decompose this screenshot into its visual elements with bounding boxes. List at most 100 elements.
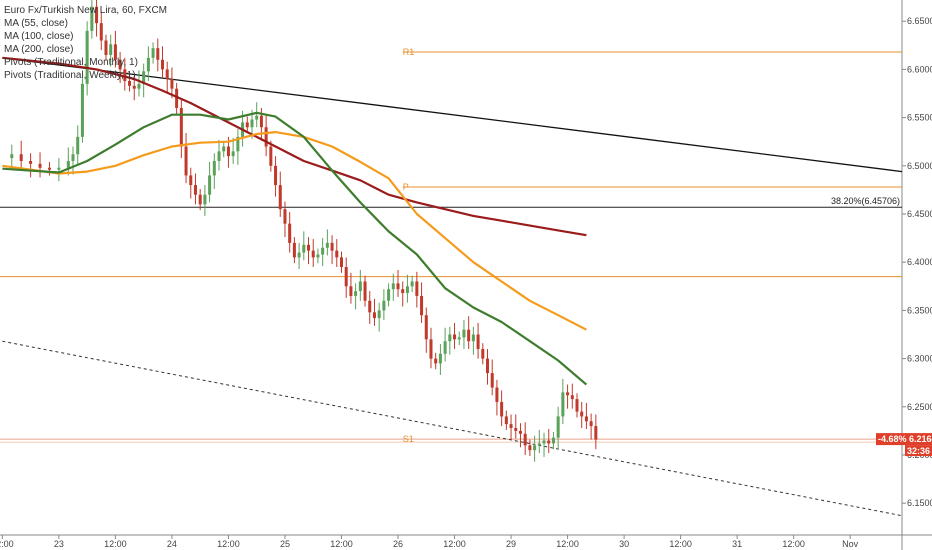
candle-body xyxy=(453,334,457,340)
candle-body xyxy=(231,151,235,157)
candle-body xyxy=(297,252,301,258)
candle-body xyxy=(269,146,273,166)
candle-body xyxy=(104,40,108,55)
candle-body xyxy=(128,80,132,86)
candle-body xyxy=(542,440,546,444)
upper-trendline xyxy=(2,57,903,173)
candle-body xyxy=(462,329,466,338)
candle-body xyxy=(339,257,343,268)
y-tick-label: 6.60000 xyxy=(907,64,932,74)
x-tick-label: 24 xyxy=(167,539,177,549)
candle-body xyxy=(537,443,541,446)
candle-body xyxy=(203,194,207,205)
x-tick-label: 25 xyxy=(280,539,290,549)
fib-level-label: 38.20%(6.45706) xyxy=(831,196,900,206)
candle-body xyxy=(90,6,94,31)
candle-body xyxy=(594,426,598,440)
candle-body xyxy=(80,83,84,137)
candle-body xyxy=(307,244,311,251)
candle-body xyxy=(424,315,428,340)
x-tick-label: 12:00 xyxy=(669,539,692,549)
candle-body xyxy=(250,119,254,128)
candle-body xyxy=(429,339,433,359)
candle-body xyxy=(363,281,367,301)
candle-body xyxy=(518,430,522,434)
candle-body xyxy=(476,334,480,349)
x-tick-label: 31 xyxy=(732,539,742,549)
candle-body xyxy=(589,421,593,427)
candle-body xyxy=(509,424,513,428)
candle-body xyxy=(170,79,174,89)
pivot-label: P xyxy=(403,182,409,192)
candle-body xyxy=(76,136,80,155)
x-tick-label: 26 xyxy=(393,539,403,549)
ma100-line xyxy=(2,131,587,331)
legend-ma55: MA (55, close) xyxy=(4,18,68,29)
candle-body xyxy=(99,23,103,41)
y-tick-label: 6.45000 xyxy=(907,209,932,219)
candle-body xyxy=(528,445,532,451)
y-tick-label: 6.65000 xyxy=(907,16,932,26)
candle-body xyxy=(132,85,136,89)
ma55-line xyxy=(2,111,588,386)
candle-body xyxy=(302,244,306,253)
y-tick-label: 6.40000 xyxy=(907,257,932,267)
countdown-label: 32:36 xyxy=(907,446,930,456)
candle-body xyxy=(584,416,588,422)
candle-body xyxy=(335,250,339,258)
x-tick-label: 12:00 xyxy=(556,539,579,549)
y-tick-label: 6.30000 xyxy=(907,354,932,364)
candle-body xyxy=(500,401,504,417)
candle-body xyxy=(193,185,197,195)
chart-legend: Euro Fx/Turkish New Lira, 60, FXCM MA (5… xyxy=(4,4,167,82)
candle-body xyxy=(236,136,240,152)
y-tick-label: 6.15000 xyxy=(907,498,932,508)
candle-body xyxy=(349,286,353,296)
candle-body xyxy=(212,160,216,176)
legend-title: Euro Fx/Turkish New Lira, 60, FXCM xyxy=(4,5,168,16)
candle-body xyxy=(471,334,475,342)
lower-dashed-trendline xyxy=(2,340,903,517)
candle-body xyxy=(561,392,565,417)
candle-body xyxy=(165,69,169,80)
candle-body xyxy=(85,30,89,84)
candle-body xyxy=(533,445,537,451)
candle-body xyxy=(226,146,230,157)
candle-body xyxy=(551,437,555,444)
candle-body xyxy=(358,281,362,292)
candle-body xyxy=(448,334,452,342)
candle-body xyxy=(405,286,409,294)
candle-body xyxy=(198,194,202,205)
candle-body xyxy=(556,416,560,438)
candle-body xyxy=(467,329,471,342)
candle-body xyxy=(151,48,155,58)
candle-body xyxy=(434,358,438,364)
ma200-line xyxy=(2,56,587,237)
legend-pivots-weekly: Pivots (Traditional, Weekly, 1) xyxy=(4,70,136,81)
candle-body xyxy=(245,122,249,128)
candle-body xyxy=(311,250,315,258)
candle-body xyxy=(481,348,485,359)
candle-body xyxy=(222,146,226,152)
candle-body xyxy=(495,387,499,402)
candle-body xyxy=(547,440,551,444)
candle-body xyxy=(410,281,414,287)
countdown-badge xyxy=(905,445,932,457)
candle-body xyxy=(29,160,33,164)
candle-body xyxy=(142,71,146,84)
y-tick-label: 6.50000 xyxy=(907,161,932,171)
candle-body xyxy=(292,242,296,258)
candle-body xyxy=(387,289,391,301)
candle-body xyxy=(382,300,386,311)
candle-body xyxy=(57,167,61,170)
candle-body xyxy=(19,154,23,161)
y-tick-label: 6.25000 xyxy=(907,402,932,412)
y-tick-label: 6.35000 xyxy=(907,305,932,315)
legend-pivots-monthly: Pivots (Traditional, Monthly, 1) xyxy=(4,57,138,68)
candle-body xyxy=(123,69,127,81)
x-tick-label: 12:00 xyxy=(0,539,14,549)
candle-body xyxy=(288,223,292,243)
candle-body xyxy=(160,59,165,70)
candle-body xyxy=(184,146,188,176)
